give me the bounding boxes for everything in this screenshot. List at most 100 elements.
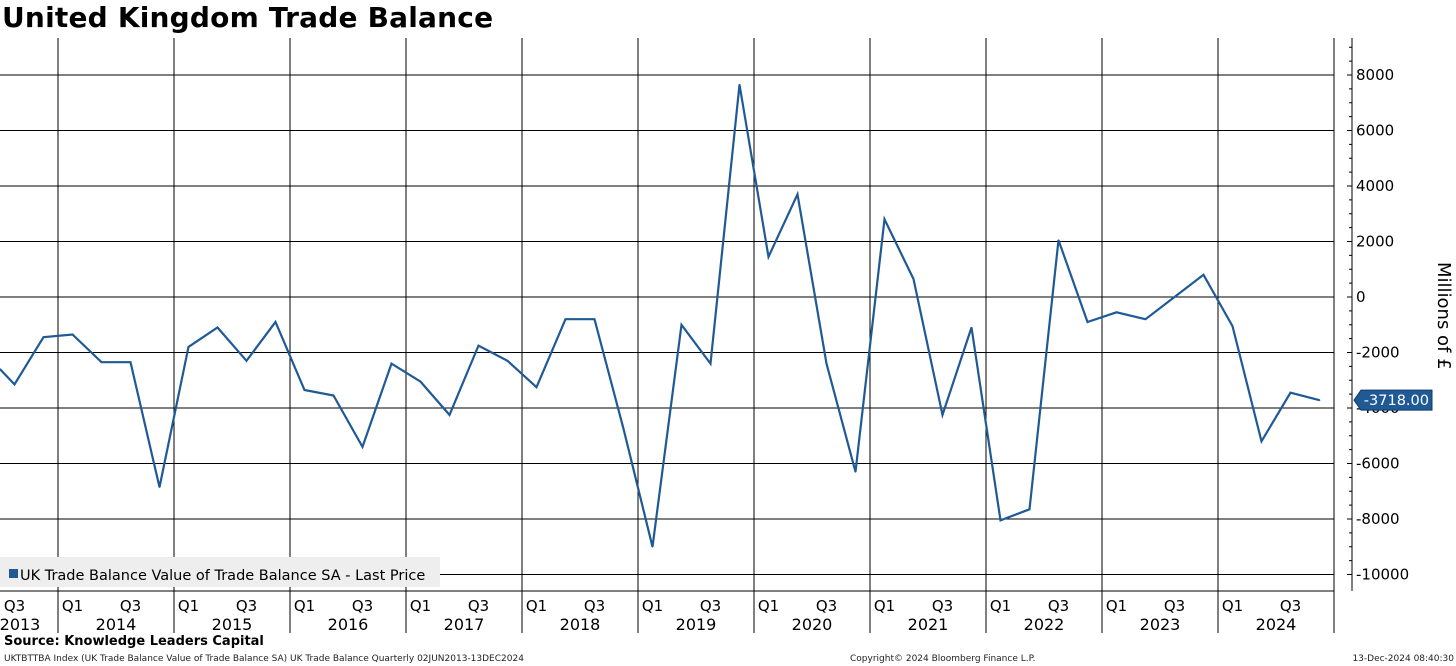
x-year-label: 2022 xyxy=(1024,615,1065,634)
footer-date: 13-Dec-2024 08:40:30 xyxy=(1352,654,1454,664)
data-point xyxy=(680,323,683,326)
x-quarter-label: Q3 xyxy=(120,597,141,615)
x-quarter-label: Q3 xyxy=(816,597,837,615)
data-point xyxy=(796,193,799,196)
data-point xyxy=(303,389,306,391)
data-point xyxy=(1028,508,1031,511)
data-point xyxy=(738,83,741,86)
data-point xyxy=(941,414,944,416)
data-point xyxy=(999,519,1002,522)
data-point xyxy=(187,346,190,348)
x-quarter-label: Q1 xyxy=(1106,597,1127,615)
data-point xyxy=(1202,274,1205,276)
data-point xyxy=(390,362,393,365)
source-note: Source: Knowledge Leaders Capital xyxy=(4,634,264,649)
x-quarter-label: Q1 xyxy=(642,597,663,615)
data-point xyxy=(622,428,625,430)
data-point xyxy=(709,362,712,365)
legend: UK Trade Balance Value of Trade Balance … xyxy=(0,557,440,587)
data-point xyxy=(912,278,915,280)
vertical-gridlines xyxy=(57,38,1335,633)
x-quarter-label: Q1 xyxy=(178,597,199,615)
x-quarter-label: Q3 xyxy=(1280,597,1301,615)
y-tick-label: 8000 xyxy=(1356,66,1394,84)
data-point xyxy=(506,360,509,362)
x-year-label: 2021 xyxy=(908,615,949,634)
data-point xyxy=(448,414,451,416)
y-tick-label: 6000 xyxy=(1356,122,1394,140)
y-tick-label: 4000 xyxy=(1356,177,1394,195)
data-point xyxy=(216,326,219,329)
y-tick-label: 2000 xyxy=(1356,233,1394,251)
x-quarter-label: Q3 xyxy=(700,597,721,615)
x-year-label: 2023 xyxy=(1140,615,1181,634)
data-point xyxy=(129,361,132,364)
last-price-badge: -3718.00 xyxy=(1353,389,1433,411)
data-point xyxy=(100,361,103,364)
data-point xyxy=(419,380,422,383)
x-tick-labels: Q3 Q1 Q3 Q1 Q3 Q1 Q3 Q1 Q3 Q1 Q3 Q1 Q3 Q1 Q3 Q1 Q3 Q1 Q3 Q1… xyxy=(0,597,1301,634)
y-tick-label: 0 xyxy=(1356,288,1366,306)
data-point xyxy=(651,545,654,548)
series-line xyxy=(0,84,1320,548)
last-price-label: -3718.00 xyxy=(1364,393,1429,409)
data-point xyxy=(1144,318,1147,321)
x-quarter-label: Q3 xyxy=(932,597,953,615)
data-point xyxy=(593,318,596,321)
y-tick-label: -10000 xyxy=(1356,566,1409,584)
x-year-label: 2015 xyxy=(212,615,253,634)
data-point xyxy=(825,362,828,365)
data-point xyxy=(477,344,480,347)
y-tick-label: -2000 xyxy=(1356,344,1400,362)
x-quarter-label: Q3 xyxy=(4,597,25,615)
last-price-background xyxy=(1353,389,1433,411)
data-point xyxy=(1260,440,1263,443)
data-point xyxy=(158,486,161,488)
data-point xyxy=(1173,296,1176,298)
x-quarter-label: Q1 xyxy=(526,597,547,615)
data-point xyxy=(361,446,364,448)
data-point xyxy=(883,218,886,221)
x-quarter-label: Q3 xyxy=(1164,597,1185,615)
data-point xyxy=(1057,239,1060,241)
data-point xyxy=(71,333,74,336)
horizontal-gridlines xyxy=(0,46,1352,575)
series-layer xyxy=(0,83,1321,548)
legend-background xyxy=(0,557,440,587)
x-quarter-label: Q3 xyxy=(1048,597,1069,615)
data-point xyxy=(1231,325,1234,327)
x-quarter-label: Q1 xyxy=(294,597,315,615)
x-year-label: 2024 xyxy=(1256,615,1297,634)
data-point xyxy=(1318,399,1321,401)
axis-frame xyxy=(0,38,1353,633)
x-quarter-label: Q1 xyxy=(758,597,779,615)
x-quarter-label: Q3 xyxy=(236,597,257,615)
data-point xyxy=(535,386,538,388)
legend-label: UK Trade Balance Value of Trade Balance … xyxy=(20,568,425,584)
data-point xyxy=(767,255,770,258)
data-point xyxy=(1115,311,1118,314)
y-axis-label: Millions of £ xyxy=(1433,262,1454,370)
data-point xyxy=(332,394,335,397)
x-year-label: 2016 xyxy=(328,615,369,634)
data-point xyxy=(42,336,45,339)
data-point xyxy=(1086,321,1089,323)
x-quarter-label: Q1 xyxy=(874,597,895,615)
chart-title: United Kingdom Trade Balance xyxy=(2,1,494,34)
x-year-label: 2013 xyxy=(0,615,40,634)
data-point xyxy=(0,368,1,370)
x-quarter-label: Q1 xyxy=(62,597,83,615)
legend-swatch xyxy=(9,569,18,578)
data-point xyxy=(13,383,16,386)
footer-description: UKTBTTBA Index (UK Trade Balance Value o… xyxy=(4,654,524,664)
x-year-label: 2018 xyxy=(560,615,601,634)
footer-copyright: Copyright© 2024 Bloomberg Finance L.P. xyxy=(850,654,1036,664)
x-quarter-label: Q1 xyxy=(410,597,431,615)
y-tick-labels: 80006000400020000-2000-4000-6000-8000-10… xyxy=(1356,66,1409,584)
x-year-label: 2019 xyxy=(676,615,717,634)
data-point xyxy=(564,318,567,321)
data-point xyxy=(245,360,248,362)
y-tick-label: -6000 xyxy=(1356,455,1400,473)
x-quarter-label: Q1 xyxy=(1222,597,1243,615)
